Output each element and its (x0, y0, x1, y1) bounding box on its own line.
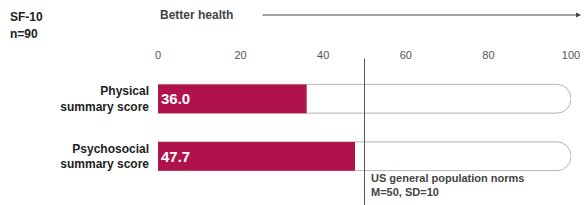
svg-text:0: 0 (155, 49, 161, 61)
svg-text:Physicalsummary score: Physicalsummary score (60, 84, 149, 114)
svg-text:80: 80 (482, 49, 494, 61)
svg-text:n=90: n=90 (10, 27, 38, 41)
svg-text:SF-10: SF-10 (10, 10, 43, 24)
svg-text:40: 40 (317, 49, 329, 61)
svg-text:36.0: 36.0 (161, 90, 190, 107)
svg-text:100: 100 (562, 49, 580, 61)
svg-text:20: 20 (234, 49, 246, 61)
svg-text:Psychosocialsummary score: Psychosocialsummary score (60, 142, 149, 172)
svg-text:US general population normsM=5: US general population normsM=50, SD=10 (371, 172, 524, 198)
svg-text:47.7: 47.7 (161, 148, 190, 165)
svg-text:60: 60 (400, 49, 412, 61)
svg-text:Better health: Better health (160, 8, 233, 22)
